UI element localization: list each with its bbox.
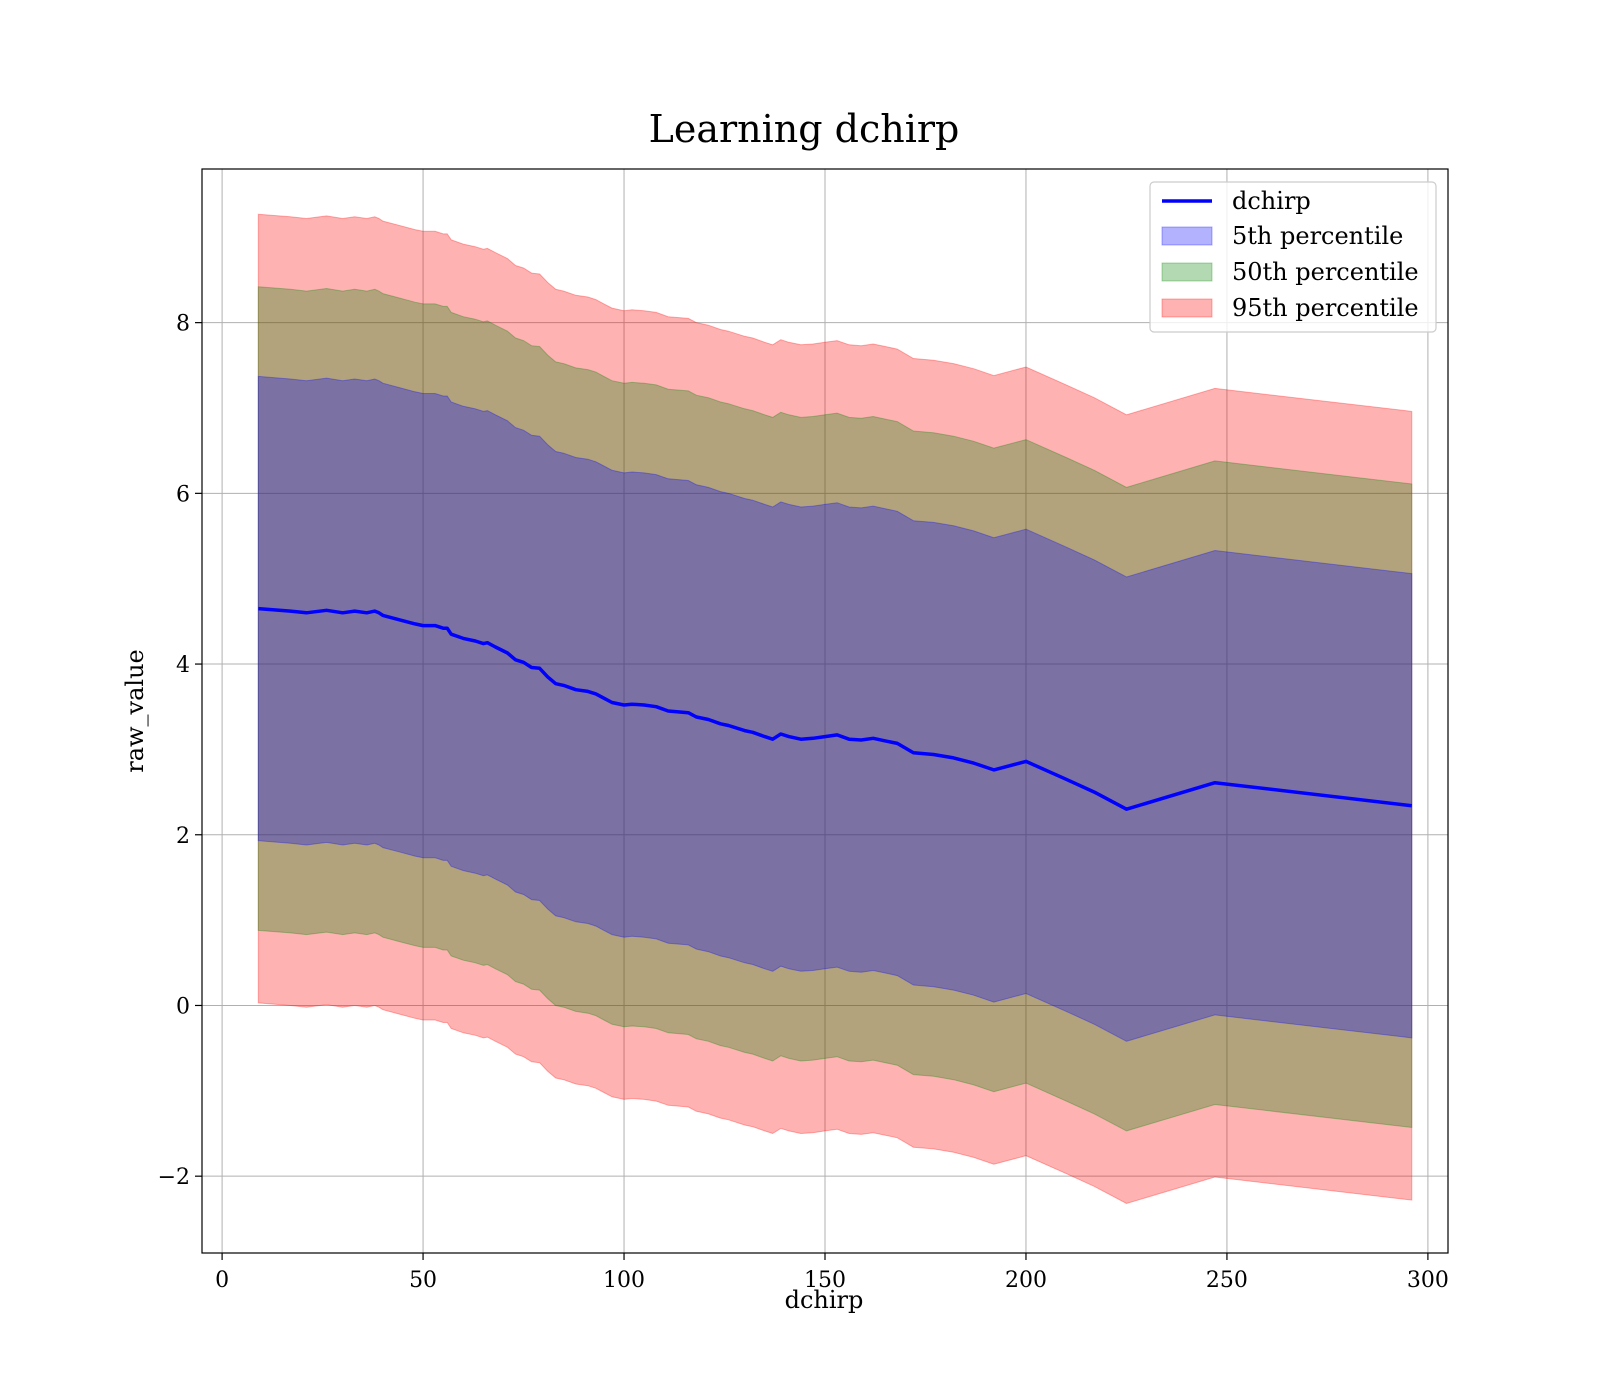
legend: dchirp 5th percentile 50th percentile 95th … xyxy=(1149,181,1437,333)
legend-label-50th-percentile: 50th percentile xyxy=(1232,258,1419,286)
x-tick-label: 100 xyxy=(603,1268,645,1293)
y-tick-label: −2 xyxy=(158,1165,190,1190)
x-axis-label: dchirp xyxy=(785,1286,864,1314)
x-tick-label: 300 xyxy=(1407,1268,1449,1293)
legend-label-dchirp: dchirp xyxy=(1232,187,1311,215)
band-95th-percentile xyxy=(257,213,1413,1205)
y-tick-label: 8 xyxy=(176,312,190,337)
y-tick-label: 6 xyxy=(176,482,190,507)
x-tick-label: 150 xyxy=(804,1268,846,1293)
y-tick-label: 0 xyxy=(176,994,190,1019)
y-axis-label: raw_value xyxy=(121,649,149,773)
legend-swatch-95th-percentile xyxy=(1161,298,1213,318)
percentile-bands xyxy=(257,213,1413,1205)
x-tick-label: 200 xyxy=(1005,1268,1047,1293)
legend-frame xyxy=(1149,181,1437,333)
grid xyxy=(202,169,1448,1253)
legend-label-95th-percentile: 95th percentile xyxy=(1232,294,1419,322)
x-tick-label: 250 xyxy=(1206,1268,1248,1293)
y-tick-label: 2 xyxy=(176,824,190,849)
y-tick-label: 4 xyxy=(176,653,190,678)
chart-title: Learning dchirp xyxy=(649,107,960,151)
legend-swatch-50th-percentile xyxy=(1161,262,1213,282)
x-tick-label: 0 xyxy=(215,1268,229,1293)
x-tick-label: 50 xyxy=(409,1268,437,1293)
legend-label-5th-percentile: 5th percentile xyxy=(1232,222,1403,250)
band-50th-percentile xyxy=(257,286,1413,1132)
axis-ticks: 0 50 100 150 200 250 300 −2 0 2 4 6 8 xyxy=(158,312,1449,1293)
series-line-dchirp xyxy=(258,606,1413,811)
legend-swatch-5th-percentile xyxy=(1161,226,1213,246)
band-5th-percentile xyxy=(257,375,1413,1042)
